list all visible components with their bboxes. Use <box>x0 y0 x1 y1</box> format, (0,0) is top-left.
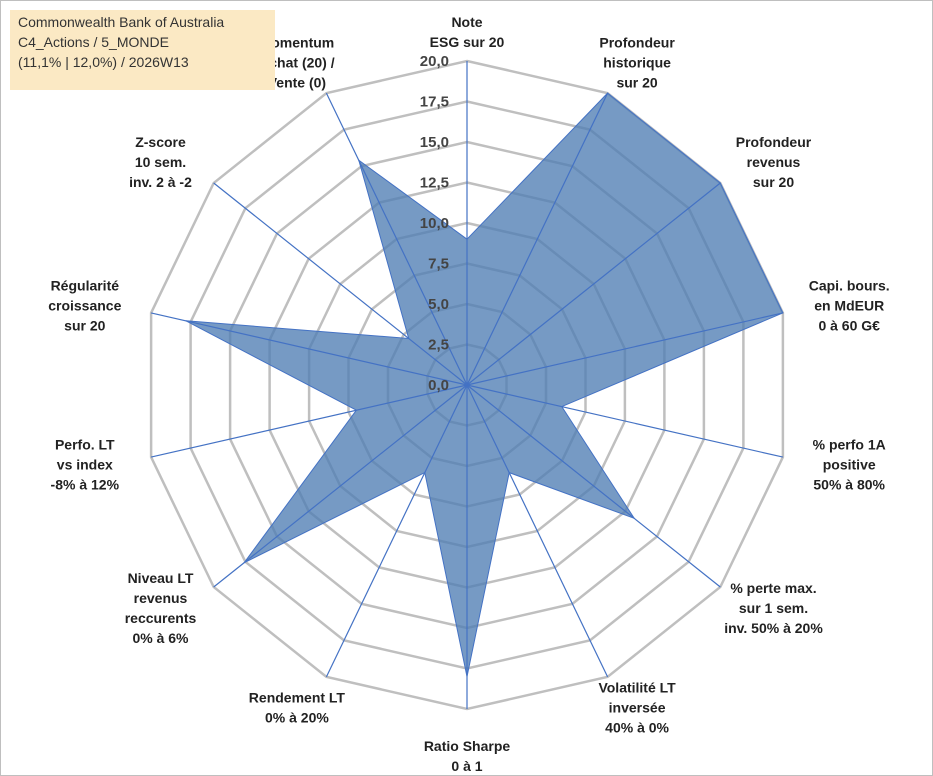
axis-label-5: % perte max. sur 1 sem. inv. 50% à 20% <box>724 580 823 636</box>
title-line-category: C4_Actions / 5_MONDE <box>18 34 169 50</box>
axis-label-8-line-1: 0% à 20% <box>265 710 329 726</box>
axis-label-8: Rendement LT 0% à 20% <box>249 690 346 726</box>
axis-spoke-1 <box>466 92 609 386</box>
axis-spoke-6 <box>466 384 609 678</box>
axis-label-10: Perfo. LT vs index -8% à 12% <box>51 437 120 493</box>
data-point-11 <box>185 320 187 322</box>
data-point-1 <box>607 92 609 94</box>
axis-label-5-line-1: sur 1 sem. <box>739 600 808 616</box>
tick-label-2: 5,0 <box>428 296 449 313</box>
chart-title-box: Commonwealth Bank of Australia C4_Action… <box>10 10 275 90</box>
data-point-7 <box>466 676 468 678</box>
axis-label-9-line-1: revenus <box>134 590 188 606</box>
data-point-3 <box>782 312 784 314</box>
title-line-period: (11,1% | 12,0%) / 2026W13 <box>18 54 189 70</box>
axis-label-1: Profondeur historique sur 20 <box>599 35 675 91</box>
axis-label-11-line-2: sur 20 <box>64 317 105 333</box>
axis-spokes <box>150 61 784 709</box>
axis-spoke-2 <box>466 182 721 386</box>
axis-label-9-line-0: Niveau LT <box>128 570 194 586</box>
tick-label-3: 7,5 <box>428 256 449 273</box>
axis-label-12-line-2: inv. 2 à -2 <box>129 174 192 190</box>
axis-label-13-line-0: Momentum <box>260 35 335 51</box>
axis-label-13: Momentum Achat (20) / Vente (0) <box>259 35 335 91</box>
axis-label-3: Capi. bours. en MdEUR 0 à 60 G€ <box>809 277 890 333</box>
axis-labels: Note ESG sur 20 Profondeur historique sur 20… <box>48 14 889 774</box>
axis-label-3-line-2: 0 à 60 G€ <box>818 317 880 333</box>
axis-label-10-line-1: vs index <box>57 457 113 473</box>
axis-label-9-line-3: 0% à 6% <box>132 630 189 646</box>
axis-label-5-line-0: % perte max. <box>730 580 816 596</box>
axis-label-3-line-0: Capi. bours. <box>809 277 890 293</box>
tick-labels: 0,0 2,5 5,0 7,5 10,0 12,5 15,0 17,5 20,0 <box>420 53 449 394</box>
data-point-6 <box>508 472 510 474</box>
axis-spoke-3 <box>466 312 784 386</box>
tick-label-5: 12,5 <box>420 175 449 192</box>
data-point-10 <box>355 409 357 411</box>
axis-label-1-line-2: sur 20 <box>616 75 657 91</box>
axis-spoke-11 <box>150 312 468 386</box>
data-point-0 <box>466 238 468 240</box>
axis-label-12-line-1: 10 sem. <box>135 154 186 170</box>
axis-label-11: Régularité croissance sur 20 <box>48 277 121 333</box>
tick-label-6: 15,0 <box>420 134 449 151</box>
axis-spoke-10 <box>150 384 468 458</box>
axis-label-6-line-1: inversée <box>609 700 666 716</box>
axis-label-13-line-1: Achat (20) / <box>259 55 335 71</box>
axis-spoke-4 <box>466 384 784 458</box>
axis-label-8-line-0: Rendement LT <box>249 690 346 706</box>
axis-label-0: Note ESG sur 20 <box>430 14 505 50</box>
axis-label-4-line-1: positive <box>823 457 876 473</box>
axis-label-9: Niveau LT revenus reccurents 0% à 6% <box>125 570 197 646</box>
axis-label-6: Volatilité LT inversée 40% à 0% <box>598 680 676 736</box>
axis-label-10-line-0: Perfo. LT <box>55 437 115 453</box>
data-point-9 <box>243 562 245 564</box>
axis-label-7-line-0: Ratio Sharpe <box>424 738 511 754</box>
axis-label-13-line-2: Vente (0) <box>268 75 326 91</box>
axis-label-1-line-1: historique <box>603 55 671 71</box>
data-point-4 <box>561 406 563 408</box>
axis-label-2-line-2: sur 20 <box>753 174 794 190</box>
axis-label-4: % perfo 1A positive 50% à 80% <box>813 437 886 493</box>
tick-label-0: 0,0 <box>428 377 449 394</box>
axis-label-1-line-0: Profondeur <box>599 35 675 51</box>
axis-spoke-5 <box>466 384 721 588</box>
data-point-5 <box>633 517 635 519</box>
axis-label-4-line-0: % perfo 1A <box>813 437 886 453</box>
axis-label-7: Ratio Sharpe 0 à 1 <box>424 738 511 774</box>
axis-spoke-13 <box>325 92 468 386</box>
axis-label-12: Z-score 10 sem. inv. 2 à -2 <box>129 134 192 190</box>
axis-label-3-line-1: en MdEUR <box>814 297 884 313</box>
data-point-13 <box>358 159 360 161</box>
axis-spoke-12 <box>213 182 468 386</box>
axis-label-0-line-0: Note <box>451 14 482 30</box>
axis-spoke-9 <box>213 384 468 588</box>
axis-label-12-line-0: Z-score <box>135 134 186 150</box>
data-point-12 <box>408 338 410 339</box>
axis-label-2-line-1: revenus <box>747 154 801 170</box>
series-layer <box>185 92 784 677</box>
tick-label-7: 17,5 <box>420 94 449 111</box>
axis-label-2-line-0: Profondeur <box>736 134 812 150</box>
tick-label-4: 10,0 <box>420 215 449 232</box>
axis-label-11-line-1: croissance <box>48 297 121 313</box>
axis-label-11-line-0: Régularité <box>51 277 120 293</box>
data-point-2 <box>719 182 721 184</box>
axis-spoke-8 <box>325 384 468 678</box>
axis-label-4-line-2: 50% à 80% <box>813 477 885 493</box>
axis-label-6-line-0: Volatilité LT <box>598 680 676 696</box>
tick-label-8: 20,0 <box>420 53 449 70</box>
axis-label-10-line-2: -8% à 12% <box>51 477 120 493</box>
axis-label-5-line-2: inv. 50% à 20% <box>724 620 823 636</box>
title-line-company: Commonwealth Bank of Australia <box>18 14 225 30</box>
axis-label-0-line-1: ESG sur 20 <box>430 34 505 50</box>
tick-label-1: 2,5 <box>428 337 449 354</box>
axis-label-7-line-1: 0 à 1 <box>451 758 482 774</box>
axis-label-9-line-2: reccurents <box>125 610 197 626</box>
axis-label-6-line-2: 40% à 0% <box>605 720 669 736</box>
series-area <box>185 92 784 677</box>
axis-label-2: Profondeur revenus sur 20 <box>736 134 812 190</box>
data-point-8 <box>424 472 426 474</box>
